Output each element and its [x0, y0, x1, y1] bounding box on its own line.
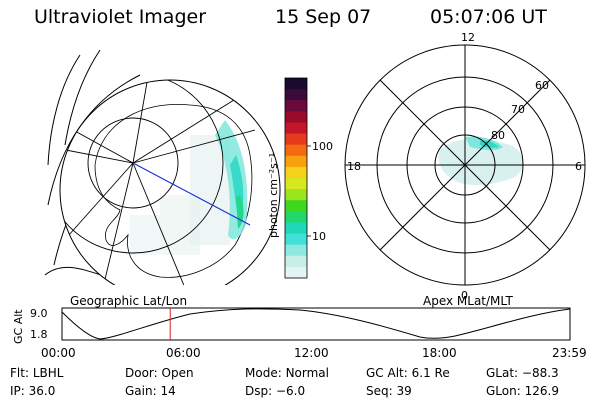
gcalt-value: 6.1 Re [411, 366, 450, 380]
colorbar-band [285, 178, 307, 190]
mode-info: Mode: Normal [245, 366, 329, 380]
dsp-value: −6.0 [275, 384, 306, 398]
glat-info: GLat: −88.3 [486, 366, 559, 380]
gain-value: 14 [160, 384, 176, 398]
mode-value: Normal [285, 366, 329, 380]
altitude-plot: GC Alt 9.0 1.8 [12, 307, 571, 344]
mlt-label-6: 6 [575, 160, 582, 173]
colorbar-band [285, 211, 307, 223]
colorbar-tick-10: 10 [312, 230, 326, 243]
gain-info: Gain: 14 [125, 384, 176, 398]
colorbar-tick-100: 100 [312, 140, 333, 153]
mlt-label-12: 12 [461, 31, 475, 44]
door-value: Open [161, 366, 194, 380]
colorbar-band [285, 233, 307, 246]
seq-info: Seq: 39 [366, 384, 412, 398]
aurora-band [215, 120, 248, 240]
colorbar-band [285, 100, 307, 112]
altitude-ytick-1: 1.8 [30, 328, 48, 341]
colorbar-band [285, 155, 307, 168]
ip-info: IP: 36.0 [10, 384, 56, 398]
mlt-label-18: 18 [347, 160, 361, 173]
time-tick-0600: 06:00 [166, 346, 201, 360]
colorbar-band [285, 255, 307, 268]
colorbar-band [285, 244, 307, 257]
image-date: 15 Sep 07 [275, 6, 372, 28]
glon-value: 126.9 [524, 384, 559, 398]
time-tick-1200: 12:00 [294, 346, 329, 360]
colorbar-band [285, 89, 307, 101]
colorbar: 100 10 photon cm⁻²s⁻¹ [267, 77, 333, 279]
colorbar-band [285, 133, 307, 146]
time-tick-2359: 23:59 [552, 346, 587, 360]
terminator-line [132, 162, 251, 226]
altitude-frame [61, 307, 571, 341]
glon-info: GLon: 126.9 [486, 384, 559, 398]
magnetic-polar-plot: 12 0 18 6 60 70 80 [344, 31, 586, 302]
ip-value: 36.0 [28, 384, 56, 398]
image-time: 05:07:06 UT [430, 6, 547, 28]
right-panel-label: Apex MLat/MLT [423, 294, 513, 308]
globe-grid [60, 80, 256, 285]
lat-label-60: 60 [535, 79, 549, 92]
filter-value: LBHL [32, 366, 64, 380]
colorbar-band [285, 189, 307, 201]
altitude-ylabel: GC Alt [12, 309, 25, 344]
colorbar-band [285, 266, 307, 279]
lat-label-70: 70 [511, 103, 525, 116]
time-tick-1800: 18:00 [422, 346, 457, 360]
gcalt-info: GC Alt: 6.1 Re [366, 366, 450, 380]
glat-value: −88.3 [521, 366, 559, 380]
colorbar-band [285, 200, 307, 212]
colorbar-band [285, 166, 307, 179]
door-info: Door: Open [125, 366, 194, 380]
instrument-title: Ultraviolet Imager [34, 6, 207, 28]
lat-label-80: 80 [491, 129, 505, 142]
colorbar-unit-label: photon cm⁻²s⁻¹ [267, 153, 280, 238]
altitude-ytick-9: 9.0 [30, 307, 48, 320]
time-tick-0000: 00:00 [41, 346, 76, 360]
dsp-info: Dsp: −6.0 [245, 384, 306, 398]
altitude-curve [61, 308, 571, 340]
colorbar-band [285, 222, 307, 235]
colorbar-bands [285, 78, 307, 279]
left-panel-label: Geographic Lat/Lon [70, 294, 188, 308]
geographic-map [44, 49, 281, 285]
filter-info: Flt: LBHL [10, 366, 64, 380]
colorbar-band [285, 78, 307, 90]
colorbar-band [285, 111, 307, 123]
mlt-label-0: 0 [461, 289, 468, 302]
colorbar-band [285, 144, 307, 157]
polar-emission [438, 136, 523, 185]
colorbar-band [285, 122, 307, 135]
seq-value: 39 [396, 384, 412, 398]
